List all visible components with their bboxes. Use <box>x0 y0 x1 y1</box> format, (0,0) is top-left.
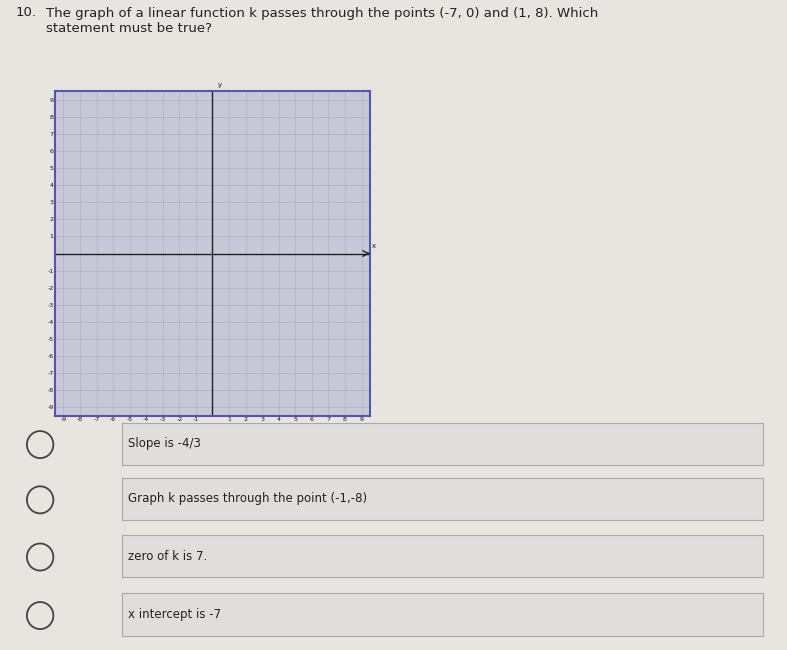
Text: x intercept is -7: x intercept is -7 <box>128 608 221 621</box>
Text: Slope is -4/3: Slope is -4/3 <box>128 437 201 450</box>
Text: The graph of a linear function k passes through the points (-7, 0) and (1, 8). W: The graph of a linear function k passes … <box>46 6 598 34</box>
Text: zero of k is 7.: zero of k is 7. <box>128 550 208 562</box>
Text: x: x <box>371 243 375 250</box>
Text: 10.: 10. <box>16 6 37 20</box>
Text: Graph k passes through the point (-1,-8): Graph k passes through the point (-1,-8) <box>128 493 368 506</box>
Text: y: y <box>217 83 222 88</box>
